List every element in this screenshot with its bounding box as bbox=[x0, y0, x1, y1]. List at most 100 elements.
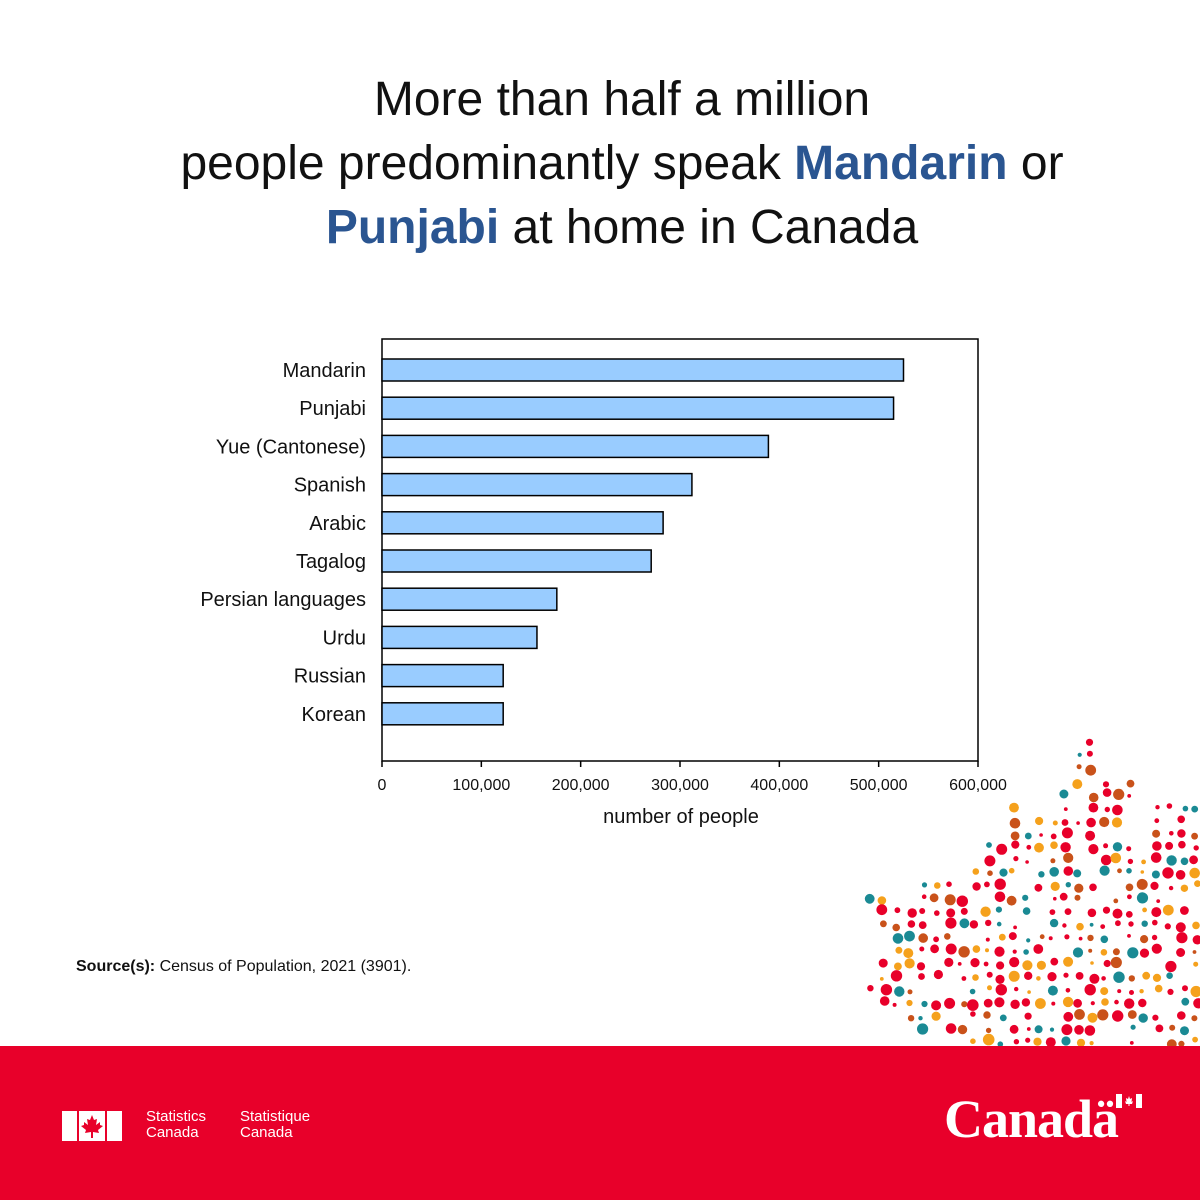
leaf-dot bbox=[1059, 892, 1068, 901]
leaf-dot bbox=[1088, 948, 1093, 953]
leaf-dot bbox=[1155, 805, 1160, 810]
leaf-dot bbox=[892, 923, 900, 932]
leaf-dot bbox=[1050, 881, 1060, 891]
leaf-dot bbox=[892, 1002, 897, 1007]
leaf-dot bbox=[986, 842, 992, 848]
statistique-canada-fr: Statistique Canada bbox=[240, 1108, 311, 1141]
leaf-dot bbox=[1140, 935, 1149, 944]
leaf-dot bbox=[1169, 1024, 1176, 1031]
x-axis-ticks: 0 100,000 200,000 300,000 400,000 500,000 600,… bbox=[378, 761, 1007, 794]
leaf-dot bbox=[933, 936, 939, 943]
leaf-dot bbox=[972, 868, 980, 875]
headline: More than half a million people predomin… bbox=[100, 68, 1144, 260]
leaf-dot bbox=[1175, 870, 1186, 880]
leaf-dot bbox=[1177, 815, 1185, 824]
leaf-dot bbox=[890, 970, 903, 982]
leaf-dot bbox=[1114, 999, 1119, 1005]
leaf-dot bbox=[946, 908, 956, 918]
leaf-dot bbox=[1127, 1010, 1137, 1019]
bar-chart: Mandarin Punjabi Yue (Cantonese) Spanish Ara… bbox=[200, 338, 1007, 828]
leaf-dot bbox=[1050, 957, 1059, 966]
leaf-dot bbox=[1089, 973, 1100, 984]
leaf-dot bbox=[972, 882, 981, 891]
leaf-dot bbox=[1027, 990, 1031, 994]
leaf-dot bbox=[984, 881, 990, 888]
leaf-dot bbox=[1192, 950, 1197, 954]
leaf-dot bbox=[1152, 841, 1162, 851]
leaf-dot bbox=[1074, 1009, 1085, 1020]
leaf-dot bbox=[1117, 868, 1122, 874]
statistics-canada-en: Statistics Canada bbox=[146, 1108, 207, 1141]
leaf-dot bbox=[996, 843, 1008, 855]
bar-6 bbox=[381, 587, 558, 611]
leaf-dot bbox=[1128, 975, 1135, 982]
leaf-dot bbox=[1039, 833, 1043, 837]
leaf-dot bbox=[1194, 880, 1200, 887]
bar-8 bbox=[381, 663, 504, 688]
leaf-dot bbox=[1050, 841, 1058, 849]
leaf-dot bbox=[1034, 883, 1043, 892]
headline-line-2-post: or bbox=[1007, 137, 1064, 190]
leaf-dot bbox=[1127, 947, 1139, 959]
leaf-dot bbox=[984, 855, 996, 867]
category-label-1: Punjabi bbox=[299, 398, 366, 420]
leaf-dot bbox=[1113, 898, 1119, 904]
leaf-dot bbox=[1152, 1014, 1159, 1021]
leaf-dot bbox=[1008, 932, 1017, 941]
leaf-dot bbox=[1112, 804, 1123, 816]
leaf-dot bbox=[1038, 871, 1045, 878]
leaf-dot bbox=[1125, 911, 1133, 918]
leaf-dot bbox=[903, 948, 914, 959]
leaf-dot bbox=[864, 893, 875, 904]
leaf-dot bbox=[1088, 802, 1099, 813]
leaf-dot bbox=[1085, 738, 1094, 746]
leaf-dot bbox=[1072, 779, 1083, 790]
leaf-dot bbox=[894, 986, 905, 997]
leaf-dot bbox=[985, 948, 989, 953]
leaf-dot bbox=[1065, 988, 1071, 993]
leaf-dot bbox=[1010, 999, 1020, 1009]
leaf-dot bbox=[994, 891, 1006, 903]
leaf-dot bbox=[1127, 794, 1132, 798]
leaf-dot bbox=[904, 958, 915, 969]
leaf-dot bbox=[1180, 884, 1189, 892]
headline-line-3-post: at home in Canada bbox=[499, 201, 919, 254]
leaf-dot bbox=[1112, 842, 1123, 852]
bar-5 bbox=[381, 549, 652, 573]
leaf-dot bbox=[931, 1011, 941, 1021]
leaf-dot bbox=[1104, 806, 1110, 813]
leaf-dot bbox=[1169, 831, 1174, 836]
leaf-dot bbox=[1087, 1012, 1098, 1023]
leaf-dot bbox=[1180, 857, 1189, 866]
leaf-dot bbox=[879, 977, 884, 981]
leaf-dot bbox=[1164, 923, 1171, 930]
leaf-dot bbox=[1138, 998, 1147, 1008]
leaf-dot bbox=[972, 945, 981, 953]
leaf-dot bbox=[1181, 997, 1190, 1006]
leaf-dot bbox=[1076, 922, 1084, 931]
leaf-dot bbox=[1176, 932, 1188, 944]
leaf-dot bbox=[1013, 925, 1017, 930]
leaf-dot bbox=[1036, 976, 1041, 981]
leaf-dot bbox=[918, 933, 928, 943]
leaf-dot bbox=[994, 946, 1005, 957]
leaf-dot bbox=[1012, 949, 1017, 954]
leaf-dot bbox=[1059, 789, 1069, 799]
leaf-dot bbox=[960, 907, 968, 915]
leaf-dot bbox=[1061, 1036, 1071, 1046]
leaf-dot bbox=[918, 1016, 923, 1021]
leaf-dot bbox=[1063, 972, 1069, 978]
leaf-dot bbox=[894, 962, 902, 971]
leaf-dot bbox=[985, 937, 990, 942]
leaf-dot bbox=[1142, 971, 1151, 980]
leaf-dot bbox=[1113, 788, 1125, 800]
leaf-dot bbox=[1165, 960, 1177, 973]
leaf-dot bbox=[934, 882, 941, 889]
leaf-dot bbox=[933, 969, 943, 980]
leaf-dot bbox=[1052, 820, 1058, 826]
leaf-dot bbox=[1026, 1027, 1031, 1031]
leaf-dot bbox=[895, 946, 903, 954]
leaf-dot bbox=[1050, 858, 1056, 864]
leaf-dot bbox=[1126, 868, 1132, 874]
leaf-dot bbox=[1129, 990, 1134, 995]
